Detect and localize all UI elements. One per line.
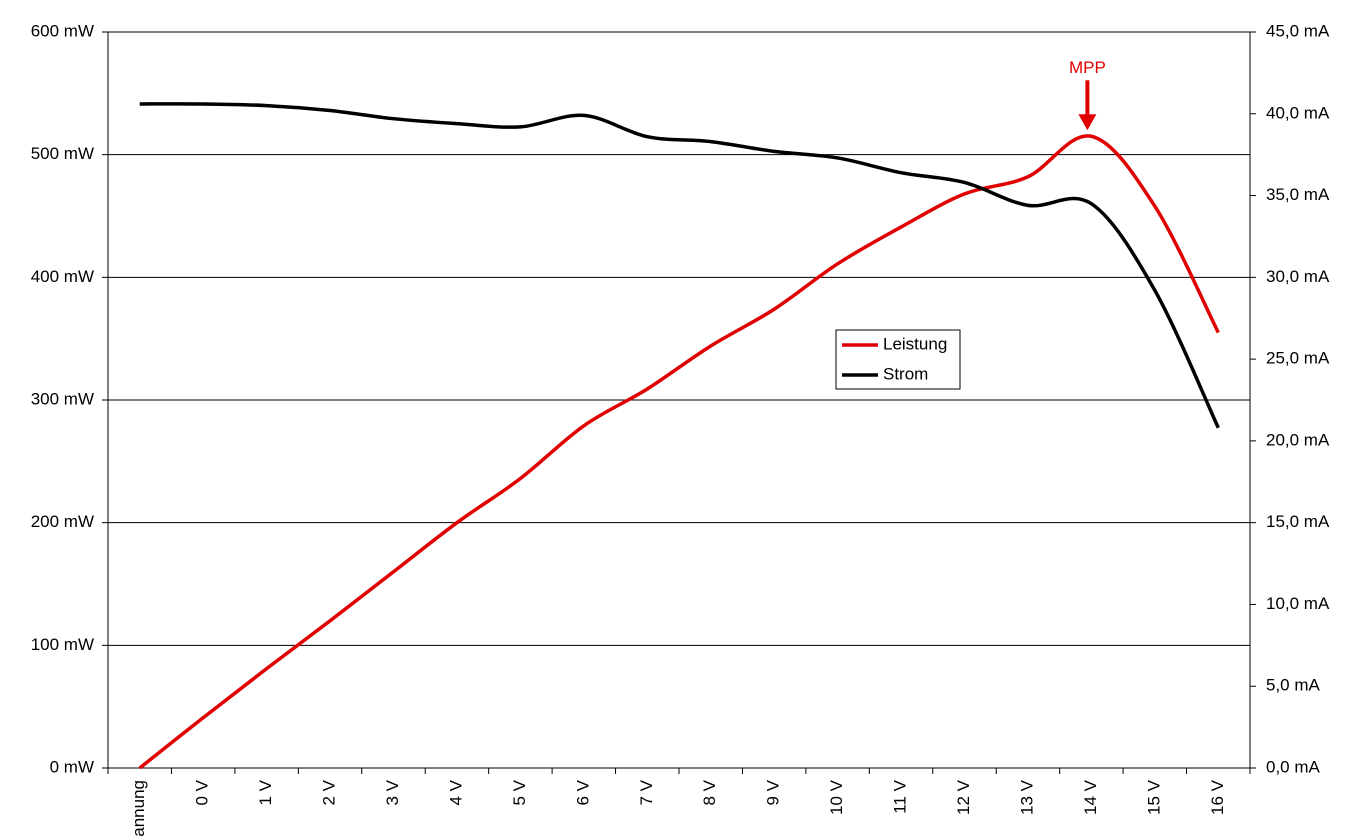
x-tick-label: 11 V xyxy=(891,779,910,813)
y2-tick-label: 40,0 mA xyxy=(1266,103,1330,122)
series-line xyxy=(138,134,1220,770)
x-tick-label: 13 V xyxy=(1017,779,1036,815)
annotation: MPP xyxy=(1069,58,1106,77)
y2-tick-label: 25,0 mA xyxy=(1266,349,1330,368)
x-tick-label: 1 V xyxy=(256,779,275,805)
x-tick-label: 0 V xyxy=(193,779,212,805)
x-tick-label: 2 V xyxy=(320,779,339,805)
y2-tick-label: 35,0 mA xyxy=(1266,185,1330,204)
y-tick-label: 300 mW xyxy=(31,389,94,408)
y2-tick-label: 0,0 mA xyxy=(1266,757,1321,776)
y-tick-label: 400 mW xyxy=(31,267,94,286)
x-tick-label: 9 V xyxy=(764,779,783,805)
legend-label: Leistung xyxy=(883,334,947,353)
y2-tick-label: 10,0 mA xyxy=(1266,594,1330,613)
y-tick-label: 0 mW xyxy=(50,757,94,776)
y-tick-label: 100 mW xyxy=(31,635,94,654)
y-tick-label: 500 mW xyxy=(31,144,94,163)
y2-tick-label: 20,0 mA xyxy=(1266,430,1330,449)
y-tick-label: 200 mW xyxy=(31,512,94,531)
x-tick-label: 12 V xyxy=(954,779,973,815)
x-tick-label: 8 V xyxy=(700,779,719,805)
x-tick-label: 16 V xyxy=(1208,779,1227,815)
x-tick-label: 4 V xyxy=(446,779,465,805)
x-tick-label: 7 V xyxy=(637,779,656,805)
y2-tick-label: 15,0 mA xyxy=(1266,512,1330,531)
legend-box xyxy=(835,329,961,390)
y2-tick-label: 45,0 mA xyxy=(1266,21,1330,40)
x-tick-label: 15 V xyxy=(1144,779,1163,815)
x-tick-label: 14 V xyxy=(1081,779,1100,815)
legend-label: Strom xyxy=(883,364,928,383)
x-tick-label: 3 V xyxy=(383,779,402,805)
y2-tick-label: 5,0 mA xyxy=(1266,676,1321,695)
x-tick-label: 6 V xyxy=(573,779,592,805)
x-tick-label: 10 V xyxy=(827,779,846,815)
series-line xyxy=(139,102,1220,429)
y-tick-label: 600 mW xyxy=(31,21,94,40)
y2-tick-label: 30,0 mA xyxy=(1266,267,1330,286)
x-tick-label: annung xyxy=(129,780,148,837)
annotation-arrowhead xyxy=(1078,114,1097,131)
x-tick-label: 5 V xyxy=(510,779,529,805)
